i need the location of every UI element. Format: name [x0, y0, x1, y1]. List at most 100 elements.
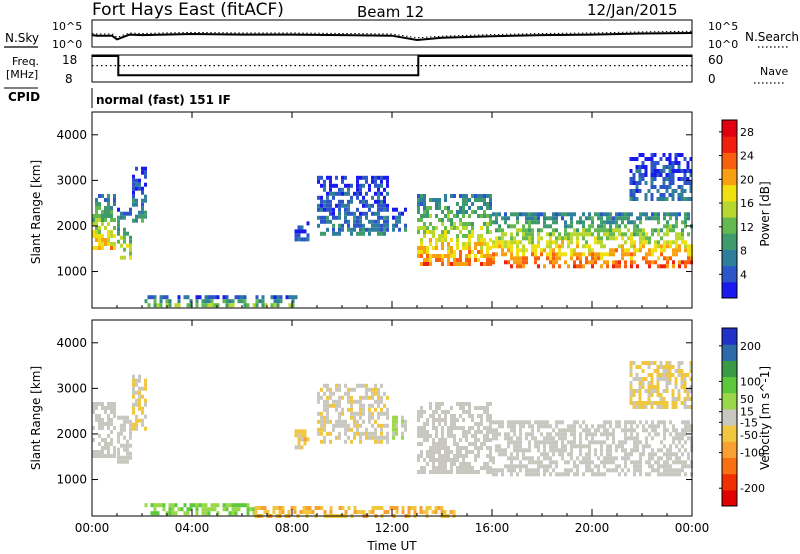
data-cell	[498, 432, 501, 437]
data-cell	[564, 468, 567, 473]
data-cell	[570, 256, 573, 261]
data-cell	[380, 431, 383, 436]
data-cell	[450, 414, 453, 418]
data-cell	[135, 186, 138, 191]
data-cell	[374, 439, 377, 444]
data-cell	[537, 236, 540, 241]
data-cell	[153, 299, 157, 304]
data-cell	[302, 506, 306, 510]
data-cell	[650, 161, 654, 165]
colorbar-tick-label: 4	[740, 268, 747, 281]
data-cell	[204, 511, 208, 516]
data-cell	[528, 240, 531, 245]
data-cell	[537, 460, 540, 465]
data-cell	[633, 444, 636, 449]
data-cell	[395, 215, 398, 220]
data-cell	[444, 226, 447, 230]
data-cell	[567, 440, 570, 445]
data-cell	[650, 401, 654, 405]
data-cell	[462, 202, 465, 206]
data-cell	[570, 468, 573, 473]
data-cell	[651, 468, 654, 473]
data-cell	[654, 452, 657, 457]
data-cell	[362, 403, 365, 408]
data-cell	[669, 240, 672, 245]
data-cell	[600, 472, 603, 477]
data-cell	[671, 161, 675, 165]
data-cell	[648, 240, 651, 245]
data-cell	[629, 189, 633, 193]
data-cell	[456, 262, 459, 266]
data-cell	[101, 214, 104, 218]
data-cell	[558, 428, 561, 433]
data-cell	[98, 214, 101, 218]
data-cell	[561, 436, 564, 441]
data-cell	[207, 295, 211, 300]
data-cell	[573, 264, 576, 269]
data-cell	[459, 462, 462, 466]
data-cell	[659, 365, 663, 369]
data-cell	[606, 428, 609, 433]
data-cell	[486, 466, 489, 470]
data-cell	[141, 418, 144, 423]
data-cell	[668, 377, 672, 381]
data-cell	[507, 248, 510, 253]
data-cell	[564, 428, 567, 433]
data-cell	[362, 431, 365, 436]
data-cell	[603, 464, 606, 469]
data-cell	[618, 232, 621, 237]
data-cell	[687, 452, 690, 457]
data-cell	[320, 411, 323, 416]
data-cell	[429, 238, 432, 242]
data-cell	[471, 434, 474, 438]
data-cell	[564, 224, 567, 229]
data-cell	[260, 506, 264, 510]
data-cell	[579, 432, 582, 437]
data-cell	[104, 242, 107, 246]
data-cell	[510, 464, 513, 469]
data-cell	[392, 435, 395, 440]
data-cell	[660, 420, 663, 425]
data-cell	[573, 444, 576, 449]
data-cell	[459, 466, 462, 470]
data-cell	[222, 299, 226, 304]
data-cell	[495, 252, 498, 257]
data-cell	[647, 365, 651, 369]
data-cell	[107, 238, 110, 242]
data-cell	[516, 472, 519, 477]
data-cell	[522, 256, 525, 261]
data-cell	[597, 252, 600, 257]
data-cell	[383, 195, 386, 200]
data-cell	[660, 264, 663, 269]
data-cell	[656, 169, 660, 173]
data-cell	[356, 207, 359, 212]
data-cell	[576, 456, 579, 461]
colorbar-swatch	[722, 281, 737, 299]
data-cell	[353, 387, 356, 392]
data-cell	[104, 422, 107, 426]
data-cell	[531, 468, 534, 473]
data-cell	[504, 432, 507, 437]
data-cell	[648, 472, 651, 477]
data-cell	[648, 260, 651, 265]
data-cell	[573, 212, 576, 217]
data-cell	[465, 402, 468, 406]
data-cell	[413, 506, 417, 510]
data-cell	[462, 262, 465, 266]
data-cell	[254, 506, 258, 510]
data-cell	[186, 511, 190, 516]
data-cell	[347, 199, 350, 204]
data-cell	[392, 506, 396, 510]
data-cell	[297, 445, 301, 450]
data-cell	[300, 445, 304, 450]
data-cell	[353, 506, 357, 510]
data-cell	[674, 153, 678, 157]
data-cell	[644, 181, 648, 185]
data-cell	[468, 214, 471, 218]
data-cell	[465, 462, 468, 466]
data-cell	[317, 411, 320, 416]
x-tick-label: 16:00	[475, 521, 510, 535]
data-cell	[417, 410, 420, 414]
data-cell	[420, 430, 423, 434]
data-cell	[356, 187, 359, 192]
